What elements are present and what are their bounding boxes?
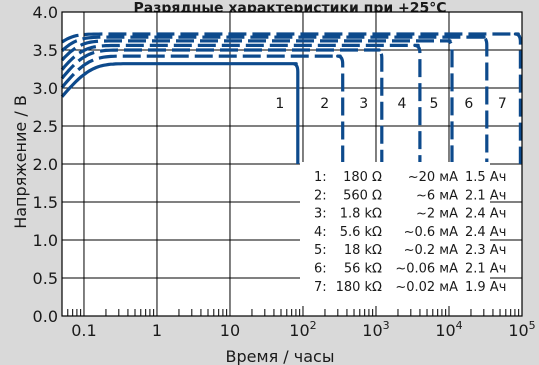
y-tick-label: 1.0 [33, 231, 58, 250]
legend-row-current: ~0.2 мА [404, 243, 459, 258]
curve-label-3: 3 [359, 96, 368, 112]
x-tick-label: 1 [152, 321, 162, 340]
legend-row-capacity: 2.3 Ач [465, 243, 506, 258]
legend-row-id: 4: [314, 225, 327, 240]
y-tick-label: 3.0 [33, 79, 58, 98]
legend-row-current: ~2 мА [416, 207, 458, 222]
y-axis-label: Напряжение / В [11, 95, 30, 229]
legend-row-current: ~6 мА [416, 188, 458, 203]
y-tick-label: 0.0 [33, 307, 58, 326]
legend-row-id: 1: [314, 170, 327, 185]
legend-row-resistance: 5.6 kΩ [340, 225, 382, 240]
curve-3 [60, 48, 384, 164]
x-axis-label: Время / часы [226, 347, 335, 365]
curve-6 [60, 35, 489, 164]
x-tick-label: 0.1 [71, 321, 96, 340]
y-tick-label: 2.5 [33, 117, 58, 136]
curve-label-6: 6 [464, 96, 473, 112]
x-tick-exponent: 4 [456, 319, 463, 332]
legend-row-id: 3: [314, 207, 327, 222]
legend-table: 1: 180 Ω ~20 мА 1.5 Ач 2: 560 Ω ~6 мА 2.1 Ач 3: 1… [300, 162, 506, 306]
curve-label-1: 1 [275, 96, 284, 112]
legend-row-resistance: 56 kΩ [344, 262, 382, 277]
legend-row-capacity: 2.4 Ач [465, 207, 506, 222]
legend-row-current: ~0.02 мА [395, 280, 458, 295]
y-tick-label: 0.5 [33, 269, 58, 288]
curve-5 [60, 39, 454, 164]
x-tick-exponent: 3 [383, 319, 390, 332]
legend-row-id: 7: [314, 280, 327, 295]
x-tick-label: 104 [435, 319, 462, 340]
legend-row-id: 2: [314, 188, 327, 203]
minor-ticks [67, 309, 520, 316]
legend-row-resistance: 180 Ω [343, 170, 382, 185]
curve-label-7: 7 [498, 96, 507, 112]
plot-frame [61, 11, 523, 317]
curve-1 [60, 62, 300, 164]
legend-row-capacity: 2.1 Ач [465, 188, 506, 203]
curve-label-5: 5 [430, 96, 439, 112]
legend-row-resistance: 1.8 kΩ [340, 207, 382, 222]
y-tick-label: 1.5 [33, 193, 58, 212]
legend-row-current: ~0.6 мА [404, 225, 459, 240]
x-tick-label: 103 [362, 319, 389, 340]
y-tick-label: 2.0 [33, 155, 58, 174]
legend-row-id: 5: [314, 243, 327, 258]
curve-4 [60, 43, 422, 164]
legend-row-capacity: 1.5 Ач [465, 170, 506, 185]
legend-row-capacity: 2.4 Ач [465, 225, 506, 240]
x-tick-label: 10 [220, 321, 240, 340]
legend-row-resistance: 560 Ω [343, 188, 382, 203]
legend-background [300, 162, 490, 306]
legend-row-current: ~0.06 мА [395, 262, 458, 277]
x-tick-labels: 0.1 1 10 102 103 104 105 [71, 319, 535, 340]
legend-row-resistance: 18 kΩ [344, 243, 382, 258]
y-tick-label: 4.0 [33, 3, 58, 22]
curve-2 [60, 54, 345, 164]
x-tick-exponent: 5 [529, 319, 536, 332]
curve-7 [61, 32, 522, 164]
legend-row-current: ~20 мА [408, 170, 458, 185]
curves: 1 2 3 4 5 6 7 [60, 32, 522, 164]
y-tick-labels: 0.0 0.5 1.0 1.5 2.0 2.5 3.0 3.5 4.0 [33, 3, 58, 326]
y-tick-label: 3.5 [33, 41, 58, 60]
x-tick-label: 105 [508, 319, 535, 340]
legend-row-capacity: 2.1 Ач [465, 262, 506, 277]
legend-row-id: 6: [314, 262, 327, 277]
legend-row-capacity: 1.9 Ач [465, 280, 506, 295]
legend-row-resistance: 180 kΩ [336, 280, 382, 295]
curve-label-4: 4 [397, 96, 406, 112]
x-tick-label: 102 [289, 319, 316, 340]
curve-label-2: 2 [320, 96, 329, 112]
x-tick-exponent: 2 [310, 319, 317, 332]
